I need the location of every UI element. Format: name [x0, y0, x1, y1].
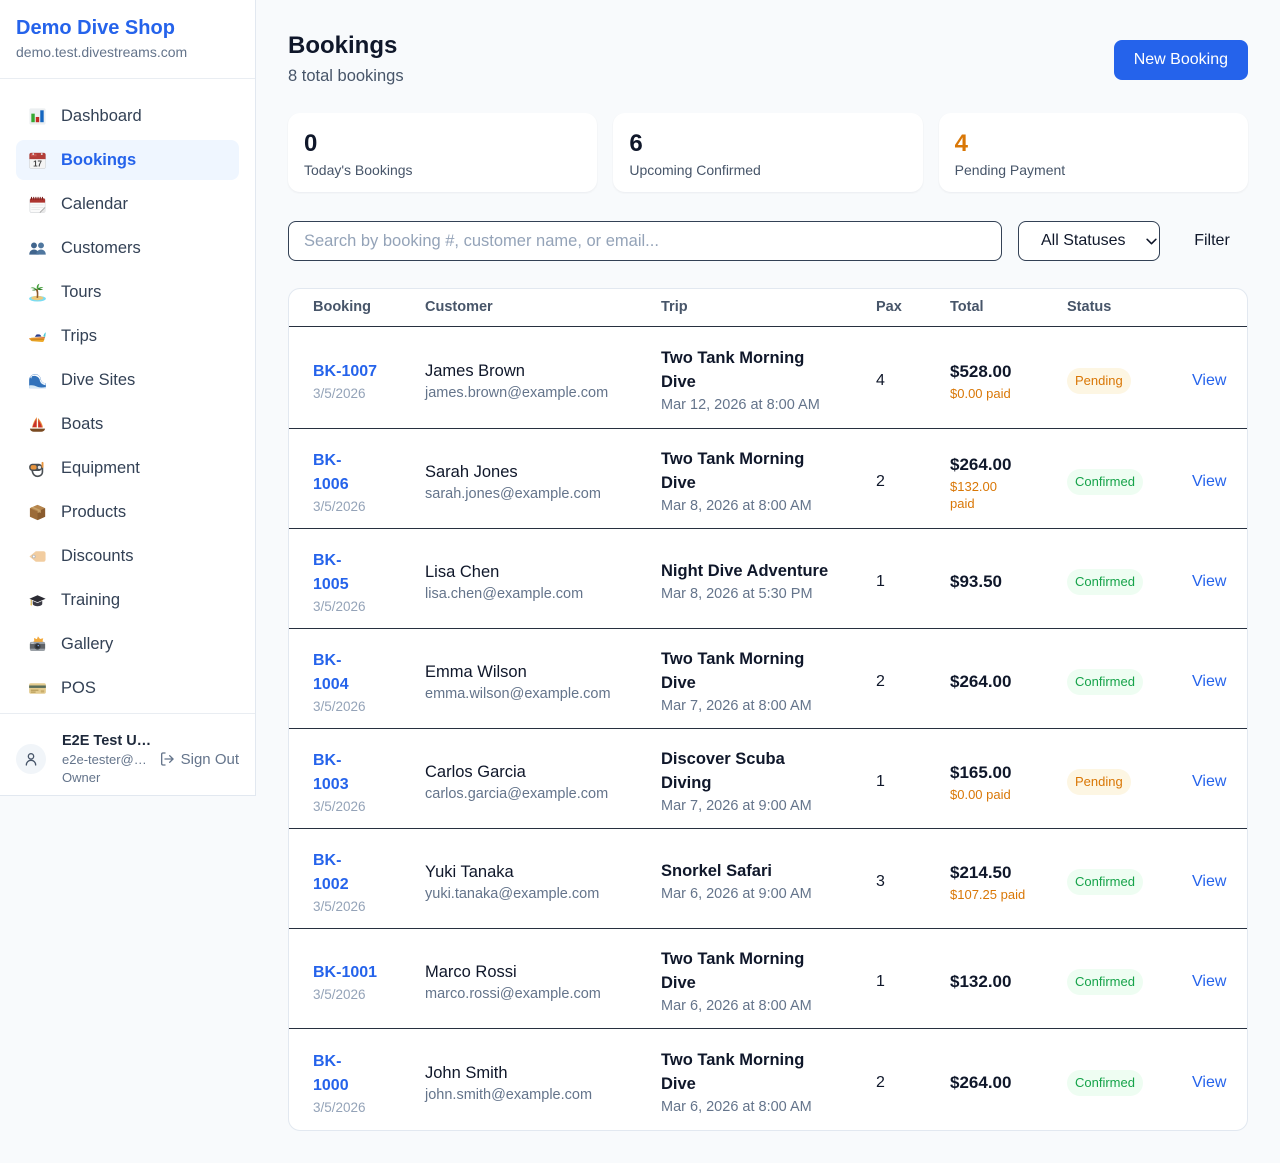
svg-text:17: 17 — [33, 159, 42, 168]
